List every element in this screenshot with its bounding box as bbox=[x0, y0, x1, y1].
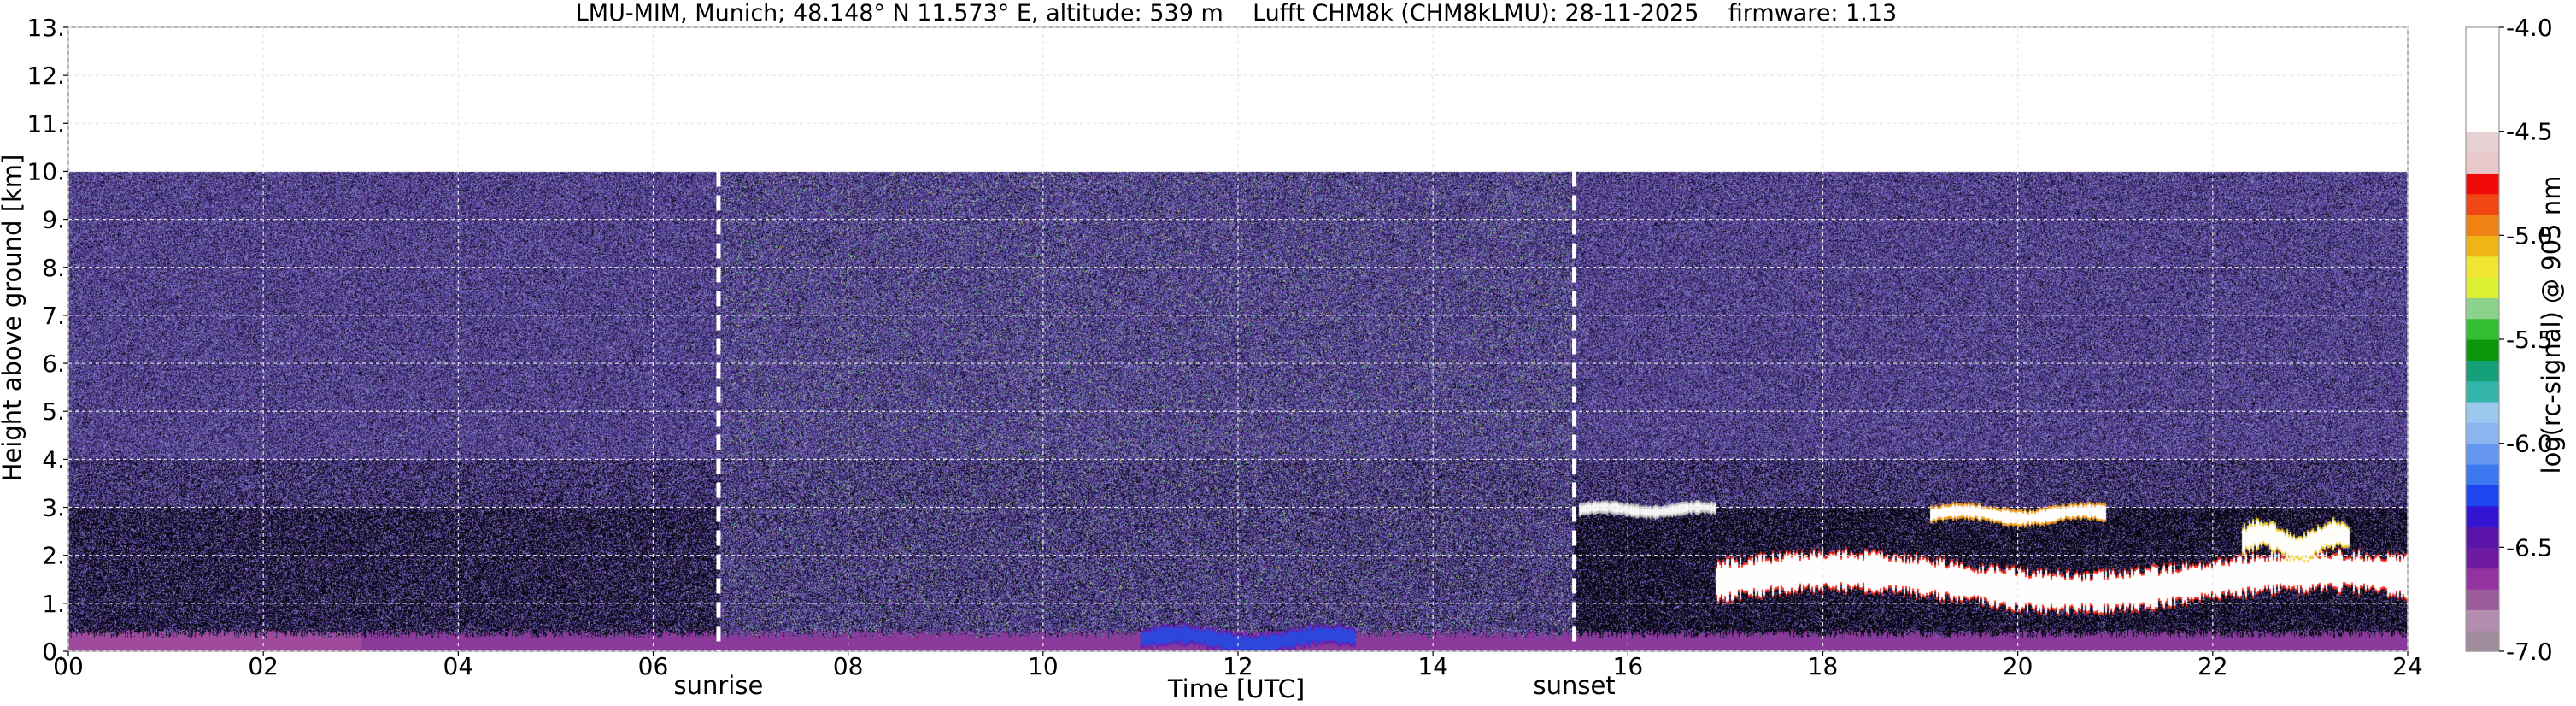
x-tick-label: 08 bbox=[833, 652, 864, 680]
colorbar-swatch bbox=[2466, 193, 2499, 215]
y-tick-label: 9. bbox=[42, 206, 65, 234]
y-tick-label: 7. bbox=[42, 302, 65, 330]
x-axis: 00 02 04 06 08 10 12 14 16 18 20 22 24 bbox=[53, 651, 2423, 680]
colorbar-swatch bbox=[2466, 235, 2499, 257]
x-tick-label: 22 bbox=[2198, 652, 2228, 680]
x-tick-label: 18 bbox=[1808, 652, 1839, 680]
colorbar-swatch bbox=[2466, 339, 2499, 361]
colorbar-swatch bbox=[2466, 110, 2499, 132]
colorbar-swatch bbox=[2466, 90, 2499, 111]
colorbar-swatch bbox=[2466, 173, 2499, 195]
y-tick-label: 10. bbox=[26, 157, 65, 185]
colorbar-swatch bbox=[2466, 297, 2499, 320]
heatmap-image bbox=[68, 27, 2408, 651]
colorbar-swatch bbox=[2466, 27, 2499, 49]
x-tick-label: 14 bbox=[1417, 652, 1448, 680]
x-tick-label: 24 bbox=[2392, 652, 2423, 680]
y-axis: 0. 1. 2. 3. 4. 5. 6. 7. 8. 9. 10. 11. 12. 13. bbox=[26, 14, 68, 666]
x-tick-label: 06 bbox=[638, 652, 669, 680]
y-axis-label: Height above ground [km] bbox=[0, 155, 26, 482]
colorbar: -4.0 -4.5 -5.0 -5.5 -6.0 -6.5 -7.0 bbox=[2465, 14, 2553, 666]
y-tick-label: 12. bbox=[26, 62, 65, 90]
colorbar-swatch bbox=[2466, 485, 2499, 507]
y-tick-label: 6. bbox=[42, 350, 65, 378]
colorbar-swatch bbox=[2466, 256, 2499, 278]
colorbar-tick-label: -4.0 bbox=[2506, 14, 2553, 42]
colorbar-tick-label: -4.5 bbox=[2506, 118, 2553, 146]
colorbar-swatch bbox=[2466, 68, 2499, 91]
y-tick-label: 2. bbox=[42, 542, 65, 570]
colorbar-swatch bbox=[2466, 402, 2499, 423]
x-tick-label: 02 bbox=[248, 652, 279, 680]
colorbar-swatch bbox=[2466, 360, 2499, 382]
colorbar-swatch bbox=[2466, 505, 2499, 527]
colorbar-swatch bbox=[2466, 527, 2499, 548]
sun-markers: sunrise sunset bbox=[674, 171, 1616, 700]
y-tick-label: 8. bbox=[42, 254, 65, 282]
colorbar-swatch bbox=[2466, 443, 2499, 465]
y-tick-label: 11. bbox=[26, 109, 65, 138]
y-tick-label: 3. bbox=[42, 494, 65, 522]
x-tick-label: 10 bbox=[1028, 652, 1059, 680]
y-tick-label: 5. bbox=[42, 397, 65, 426]
colorbar-label: log(rc-signal) @ 905 nm bbox=[2537, 176, 2566, 474]
plot-area bbox=[67, 26, 2409, 652]
colorbar-tick-label: -5.5 bbox=[2506, 326, 2553, 354]
x-axis-label: Time [UTC] bbox=[1167, 674, 1305, 703]
colorbar-swatch bbox=[2466, 568, 2499, 590]
colorbar-swatch bbox=[2466, 318, 2499, 340]
y-tick-label: 0. bbox=[42, 638, 65, 666]
colorbar-swatch bbox=[2466, 609, 2499, 632]
colorbar-tick-label: -6.0 bbox=[2506, 430, 2553, 458]
x-tick-label: 20 bbox=[2003, 652, 2033, 680]
colorbar-swatch bbox=[2466, 277, 2499, 298]
colorbar-tick-label: -6.5 bbox=[2506, 533, 2553, 562]
colorbar-swatch bbox=[2466, 547, 2499, 569]
sunrise-label: sunrise bbox=[674, 671, 764, 700]
x-tick-label: 12 bbox=[1223, 652, 1253, 680]
colorbar-swatch bbox=[2466, 589, 2499, 610]
y-tick-label: 4. bbox=[42, 445, 65, 474]
colorbar-swatch bbox=[2466, 630, 2499, 652]
colorbar-swatch bbox=[2466, 464, 2499, 485]
x-tick-label: 16 bbox=[1613, 652, 1644, 680]
sunset-label: sunset bbox=[1533, 671, 1615, 700]
colorbar-swatch bbox=[2466, 131, 2499, 153]
colorbar-swatch bbox=[2466, 48, 2499, 70]
colorbar-swatch bbox=[2466, 422, 2499, 444]
x-tick-label: 04 bbox=[443, 652, 474, 680]
colorbar-tick-label: -5.0 bbox=[2506, 221, 2553, 250]
colorbar-swatch bbox=[2466, 152, 2499, 174]
y-tick-label: 13. bbox=[26, 14, 65, 42]
chart-title: LMU-MIM, Munich; 48.148° N 11.573° E, al… bbox=[576, 0, 1897, 26]
colorbar-swatch bbox=[2466, 215, 2499, 236]
x-tick-label: 00 bbox=[53, 652, 84, 680]
colorbar-tick-label: -7.0 bbox=[2506, 638, 2553, 666]
colorbar-swatch bbox=[2466, 380, 2499, 403]
y-tick-label: 1. bbox=[42, 590, 65, 618]
